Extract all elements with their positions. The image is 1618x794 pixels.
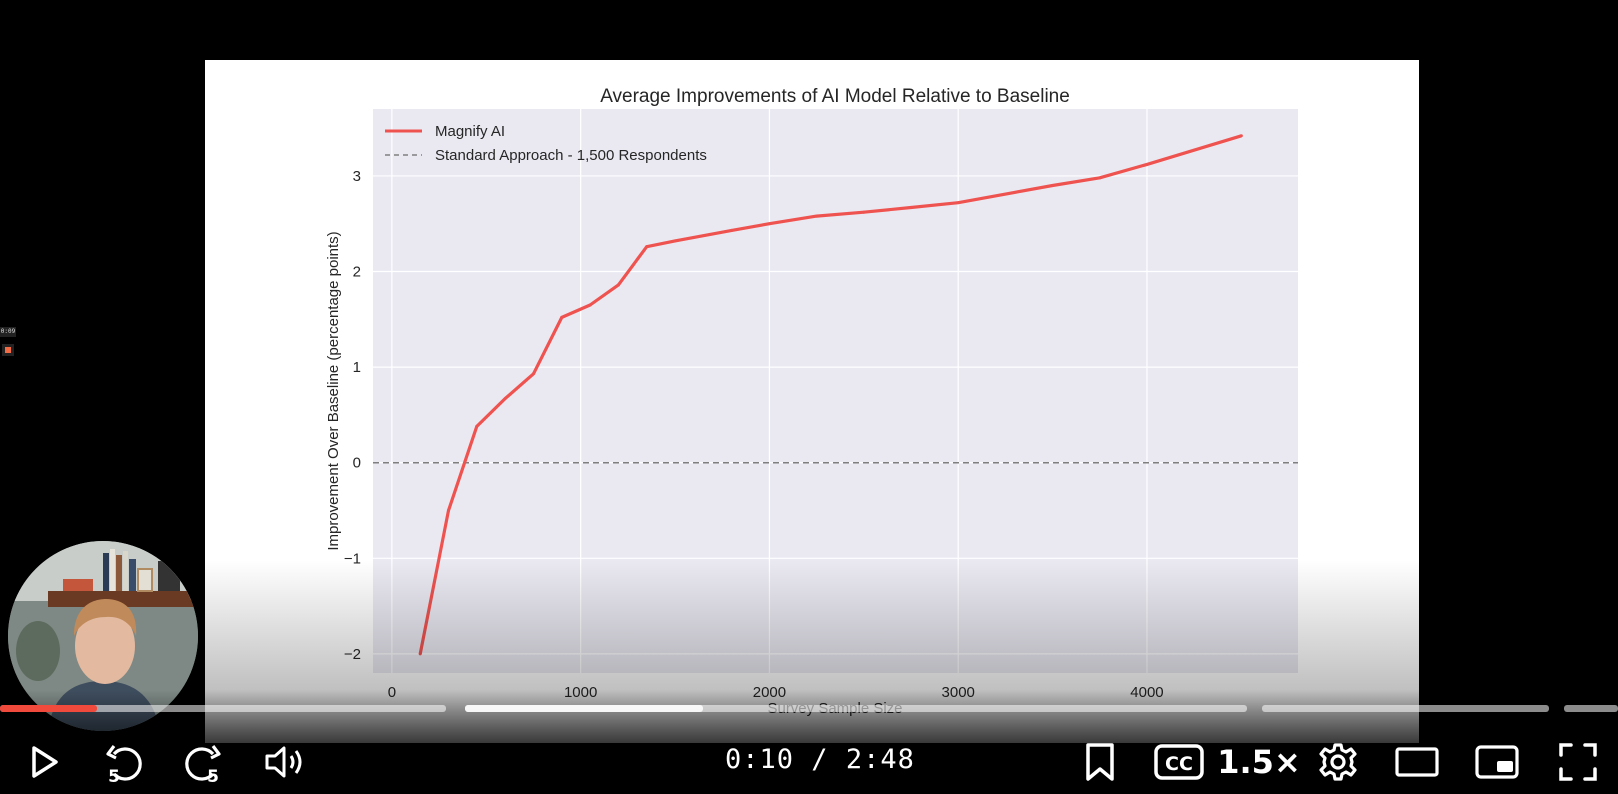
time-separator: / xyxy=(794,744,846,775)
slide: 0 1000 2000 3000 4000 −2 −1 0 1 2 3 Average Improv… xyxy=(205,60,1419,743)
chart-title: Average Improvements of AI Model Relativ… xyxy=(600,86,1070,107)
progress-buffered xyxy=(465,705,703,712)
progress-segment-3[interactable] xyxy=(1262,705,1549,712)
speed-label: 1.5× xyxy=(1217,743,1301,781)
y-tick-label: −1 xyxy=(344,550,361,567)
x-tick-label: 4000 xyxy=(1130,684,1163,701)
play-button[interactable] xyxy=(22,740,66,784)
progress-segment-1[interactable] xyxy=(0,705,446,712)
magnify-ai-point xyxy=(418,652,422,656)
fullscreen-icon xyxy=(1559,743,1597,781)
x-tick-label: 0 xyxy=(388,684,396,701)
svg-text:CC: CC xyxy=(1165,753,1193,775)
skip-back-button[interactable]: 5 xyxy=(100,740,146,784)
record-dot xyxy=(5,347,11,353)
y-tick-label: 2 xyxy=(353,264,361,281)
plot-area xyxy=(373,109,1298,673)
settings-button[interactable] xyxy=(1316,740,1360,784)
y-tick-label: −2 xyxy=(344,646,361,663)
gear-icon xyxy=(1319,743,1357,781)
x-tick-label: 2000 xyxy=(753,684,786,701)
y-axis-label: Improvement Over Baseline (percentage po… xyxy=(325,231,342,550)
fullscreen-button[interactable] xyxy=(1556,740,1600,784)
y-tick-label: 0 xyxy=(353,455,361,472)
legend: Magnify AI Standard Approach - 1,500 Res… xyxy=(385,123,707,164)
y-tick-label: 3 xyxy=(353,168,361,185)
magnify-ai-point xyxy=(503,397,507,401)
y-tick-label: 1 xyxy=(353,359,361,376)
magnify-ai-point xyxy=(588,303,592,307)
theater-icon xyxy=(1395,747,1439,777)
bookmark-button[interactable] xyxy=(1080,740,1120,784)
magnify-ai-point xyxy=(862,210,866,214)
play-icon xyxy=(32,746,58,778)
series-magnify-ai xyxy=(418,134,1242,655)
magnify-ai-point xyxy=(616,283,620,287)
forward-5-icon: 5 xyxy=(185,745,221,784)
magnify-ai-point xyxy=(475,424,479,428)
progress-played xyxy=(0,705,98,712)
picture-in-picture-button[interactable] xyxy=(1474,740,1520,784)
cc-icon: CC xyxy=(1154,744,1204,780)
playback-speed-button[interactable]: 1.5× xyxy=(1217,740,1301,784)
volume-button[interactable] xyxy=(263,740,309,784)
chart: 0 1000 2000 3000 4000 −2 −1 0 1 2 3 Average Improv… xyxy=(325,86,1298,717)
time-display: 0:10 / 2:48 xyxy=(725,744,915,775)
mini-timestamp: 0:09 xyxy=(0,327,16,337)
rewind-5-icon: 5 xyxy=(106,745,142,784)
x-tick-label: 3000 xyxy=(942,684,975,701)
magnify-ai-point xyxy=(673,239,677,243)
magnify-ai-point xyxy=(815,214,819,218)
magnify-ai-point xyxy=(730,228,734,232)
magnify-ai-point xyxy=(1145,162,1149,166)
captions-button[interactable]: CC xyxy=(1154,740,1204,784)
svg-text:5: 5 xyxy=(207,767,219,784)
presenter-image xyxy=(8,541,198,731)
magnify-ai-point xyxy=(531,372,535,376)
progress-segment-2[interactable] xyxy=(465,705,1247,712)
svg-text:5: 5 xyxy=(108,767,120,784)
legend-label-magnify: Magnify AI xyxy=(435,123,505,140)
x-tick-label: 1000 xyxy=(564,684,597,701)
legend-label-standard: Standard Approach - 1,500 Respondents xyxy=(435,147,707,164)
skip-forward-button[interactable]: 5 xyxy=(181,740,227,784)
magnify-ai-point xyxy=(447,508,451,512)
progress-segment-4[interactable] xyxy=(1564,705,1618,712)
magnify-ai-point xyxy=(909,205,913,209)
bookmark-icon xyxy=(1086,743,1114,781)
magnify-ai-point xyxy=(767,222,771,226)
magnify-ai-point xyxy=(1098,176,1102,180)
magnify-ai-point xyxy=(645,245,649,249)
magnify-ai-point xyxy=(956,201,960,205)
presenter-webcam xyxy=(8,541,198,731)
record-indicator xyxy=(2,344,14,356)
pip-icon xyxy=(1475,745,1519,779)
theater-mode-button[interactable] xyxy=(1394,740,1440,784)
magnify-ai-point xyxy=(560,315,564,319)
duration: 2:48 xyxy=(845,744,915,775)
current-time: 0:10 xyxy=(725,744,795,775)
magnify-ai-point xyxy=(1051,183,1055,187)
volume-icon xyxy=(265,746,302,778)
magnify-ai-point xyxy=(1239,134,1243,138)
